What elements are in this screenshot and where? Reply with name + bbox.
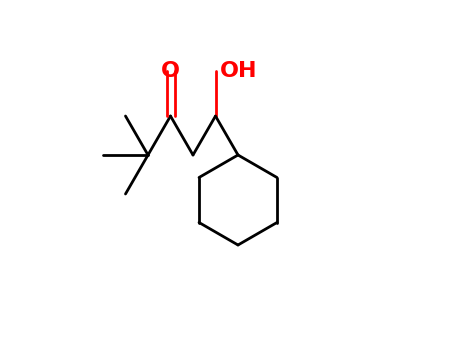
Text: O: O <box>161 61 180 81</box>
Text: OH: OH <box>219 61 257 81</box>
